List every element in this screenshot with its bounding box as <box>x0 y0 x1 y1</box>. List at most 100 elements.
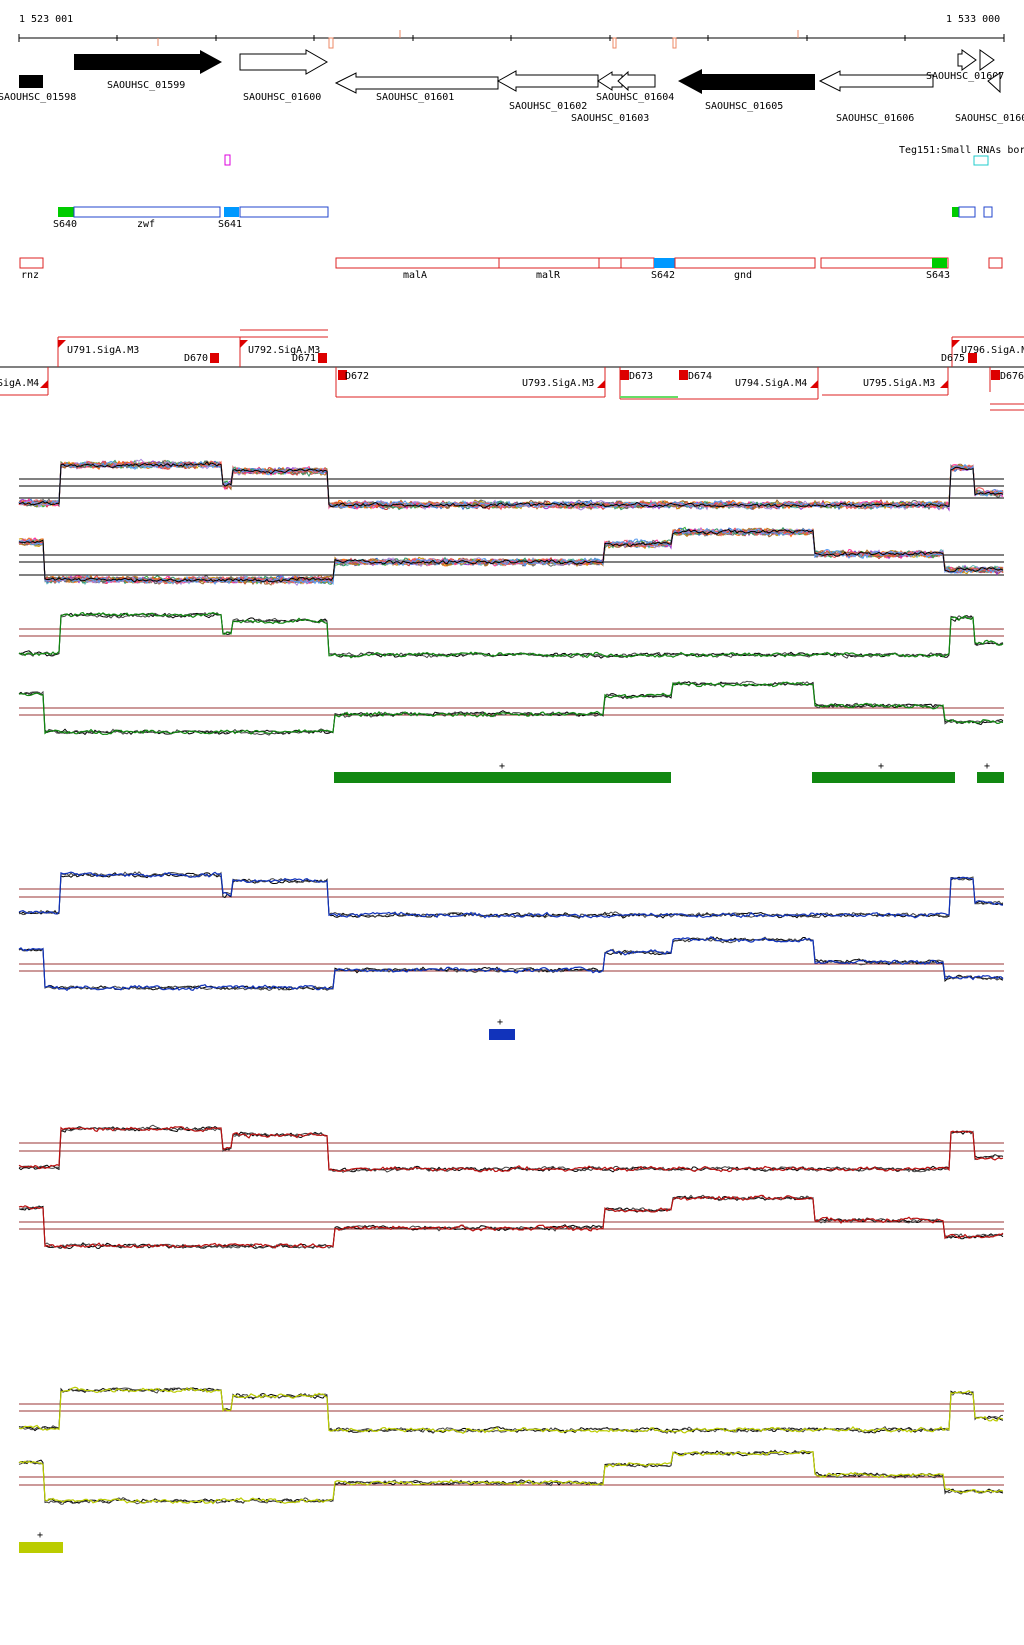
tss-label: D672 <box>345 371 369 382</box>
signal-trace <box>18 1194 1004 1249</box>
significant-region-bar[interactable] <box>19 1542 63 1553</box>
svg-text:SAOUHSC_01601: SAOUHSC_01601 <box>376 92 454 103</box>
tss-box[interactable] <box>318 353 327 363</box>
operon-label: S641 <box>218 219 242 230</box>
tss-arrow-marker[interactable] <box>240 340 248 348</box>
feature-gnd[interactable] <box>674 257 816 269</box>
signal-trace <box>18 459 1004 510</box>
operon-label: S643 <box>926 270 950 281</box>
signal-trace <box>18 1449 1003 1505</box>
signal-trace <box>18 680 1004 736</box>
gene-saouhsc-01604[interactable]: SAOUHSC_01604 <box>596 70 674 103</box>
tss-label: U791.SigA.M3 <box>67 345 139 356</box>
signal-trace <box>18 460 1004 511</box>
multi-condition-minus-strand <box>18 526 1004 587</box>
signal-trace <box>18 872 1003 919</box>
expression-panel-all-conditions <box>18 458 1004 587</box>
signal-trace <box>18 527 1004 586</box>
signal-trace <box>18 527 1004 586</box>
svg-text:SAOUHSC_01599: SAOUHSC_01599 <box>107 80 185 91</box>
significant-region-bar[interactable] <box>977 772 1004 783</box>
srna-marker[interactable] <box>973 155 989 166</box>
significant-region-bar[interactable] <box>334 772 671 783</box>
feature-operon[interactable] <box>820 257 949 269</box>
feature-marker[interactable] <box>952 207 959 217</box>
svg-text:SAOUHSC_01602: SAOUHSC_01602 <box>509 101 587 112</box>
signal-trace <box>18 936 1004 992</box>
gene-saouhsc-01602[interactable]: SAOUHSC_01602 <box>496 70 599 112</box>
feature-rnz[interactable] <box>19 257 44 269</box>
operon-minus-track: rnz malA malR S642 gnd S643 <box>19 257 1003 281</box>
gene-saouhsc-01605[interactable]: SAOUHSC_01605 <box>678 69 815 112</box>
significant-region-bar[interactable] <box>812 772 955 783</box>
tss-box[interactable] <box>679 370 688 380</box>
feature-s641[interactable] <box>224 207 239 217</box>
tss-box[interactable] <box>210 353 219 363</box>
feature-mala[interactable] <box>335 257 500 269</box>
expression-panel-green <box>18 611 1004 736</box>
signal-trace <box>18 681 1004 736</box>
operon-label: S642 <box>651 270 675 281</box>
gene-saouhsc-01608[interactable]: SAOUHSC_01608 <box>955 72 1024 124</box>
expression-panel-red <box>18 1124 1004 1250</box>
svg-text:SAOUHSC_01600: SAOUHSC_01600 <box>243 92 321 103</box>
feature-zwf[interactable] <box>73 206 221 218</box>
operon-label: zwf <box>137 219 155 230</box>
tss-box[interactable] <box>991 370 1000 380</box>
tss-arrow-marker[interactable] <box>597 380 605 388</box>
svg-text:SAOUHSC_01608: SAOUHSC_01608 <box>955 113 1024 124</box>
signal-trace <box>18 461 1004 509</box>
feature-operon[interactable] <box>620 257 655 269</box>
tss-box[interactable] <box>620 370 629 380</box>
feature-s640[interactable] <box>58 207 74 217</box>
gene-saouhsc-01599[interactable]: SAOUHSC_01599 <box>74 50 222 91</box>
coordinate-ruler: 1 523 001 1 533 000 <box>18 14 1005 49</box>
feature-operon[interactable] <box>598 257 622 269</box>
feature-marker[interactable] <box>983 206 993 218</box>
significance-mark: + <box>37 1530 43 1541</box>
significant-region-bar[interactable] <box>489 1029 515 1040</box>
srna-marker[interactable] <box>224 154 231 166</box>
gene-track: SAOUHSC_01598 SAOUHSC_01599 SAOUHSC_0160… <box>0 49 1024 124</box>
gene-saouhsc-01607[interactable]: SAOUHSC_01607 <box>926 49 1004 82</box>
tss-box[interactable] <box>338 370 347 380</box>
operon-plus-track: S640 zwf S641 <box>53 206 993 230</box>
signal-trace <box>18 611 1004 659</box>
tss-label: U792.SigA.M3 <box>248 345 320 356</box>
signal-trace <box>18 1449 1004 1505</box>
tss-arrow-marker[interactable] <box>940 380 948 388</box>
signal-trace <box>18 611 1004 659</box>
srna-track: Teg151:Small RNAs bor <box>224 145 1024 166</box>
tss-label: SigA.M4 <box>0 378 39 389</box>
feature-malr[interactable] <box>498 257 600 269</box>
tss-label: U796.SigA.M <box>961 345 1024 356</box>
feature-s643[interactable] <box>932 258 947 268</box>
feature-operon[interactable] <box>239 206 329 218</box>
tss-arrow-marker[interactable] <box>952 340 960 348</box>
tss-arrow-marker[interactable] <box>58 340 66 348</box>
svg-text:SAOUHSC_01606: SAOUHSC_01606 <box>836 113 914 124</box>
significance-mark: + <box>497 1017 503 1028</box>
gene-saouhsc-01598[interactable]: SAOUHSC_01598 <box>0 75 76 103</box>
gene-saouhsc-01600[interactable]: SAOUHSC_01600 <box>239 49 329 103</box>
signal-trace <box>18 1126 1004 1173</box>
tss-box[interactable] <box>968 353 977 363</box>
signal-trace <box>18 528 1004 583</box>
tss-track: U791.SigA.M3 D670 U792.SigA.M3 D671 U796… <box>0 329 1024 411</box>
feature-s642[interactable] <box>654 258 675 268</box>
gene-saouhsc-01606[interactable]: SAOUHSC_01606 <box>818 70 934 124</box>
tss-arrow-marker[interactable] <box>40 380 48 388</box>
tss-label: D671 <box>292 353 316 364</box>
feature-marker[interactable] <box>988 257 1003 269</box>
gene-saouhsc-01601[interactable]: SAOUHSC_01601 <box>334 72 499 103</box>
significance-bars: + + + + + <box>19 761 1004 1553</box>
significance-mark: + <box>984 761 990 772</box>
svg-text:SAOUHSC_01603: SAOUHSC_01603 <box>571 113 649 124</box>
coord-end: 1 533 000 <box>946 14 1000 25</box>
signal-trace <box>18 1126 1004 1173</box>
feature-marker[interactable] <box>958 206 976 218</box>
tss-arrow-marker[interactable] <box>810 380 818 388</box>
threshold-lines <box>19 628 1004 1486</box>
